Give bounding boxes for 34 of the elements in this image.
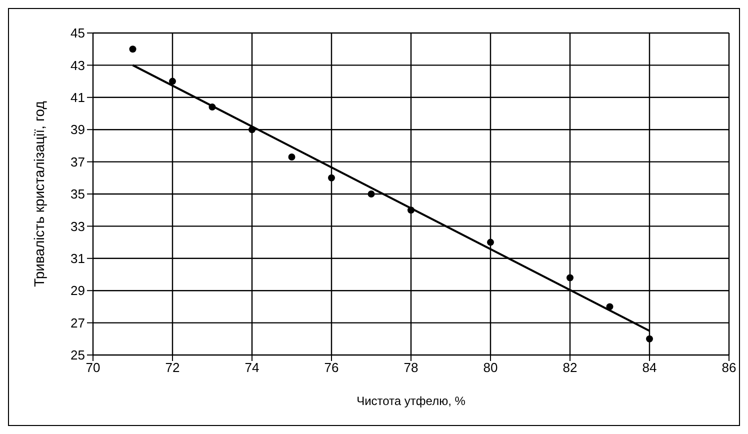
y-tick-label: 25	[70, 348, 85, 363]
y-tick-label: 45	[70, 26, 85, 41]
x-axis-title: Чистота утфелю, %	[356, 394, 466, 408]
x-tick-label: 84	[642, 360, 657, 376]
y-tick-label: 41	[70, 90, 85, 106]
point	[288, 153, 296, 160]
y-tick-label: 33	[70, 218, 85, 234]
y-tick-label: 29	[70, 283, 85, 298]
point	[328, 174, 335, 182]
y-tick-label: 43	[70, 58, 85, 73]
x-tick-label: 82	[562, 360, 578, 376]
x-tick-label: 76	[324, 360, 339, 376]
y-tick-label: 35	[70, 186, 85, 202]
point	[606, 303, 614, 310]
y-tick-label: 37	[70, 154, 85, 170]
y-tick-label: 27	[70, 315, 85, 330]
x-tick-label: 78	[404, 360, 418, 376]
x-tick-label: 72	[165, 360, 180, 376]
point	[646, 335, 653, 342]
point	[248, 126, 256, 134]
y-axis-title: Тривалість кристалізації, год	[30, 101, 47, 287]
point	[487, 238, 494, 246]
x-tick-label: 70	[86, 360, 100, 376]
point	[169, 78, 176, 85]
y-tick-label: 39	[70, 122, 85, 138]
x-tick-label: 86	[722, 360, 736, 376]
x-tick-label: 80	[483, 360, 498, 376]
y-tick-label: 31	[70, 251, 85, 266]
point	[408, 206, 414, 214]
x-tick-label: 74	[244, 360, 260, 376]
point	[129, 46, 136, 53]
point	[566, 274, 574, 282]
point	[368, 190, 375, 198]
point	[208, 104, 216, 111]
